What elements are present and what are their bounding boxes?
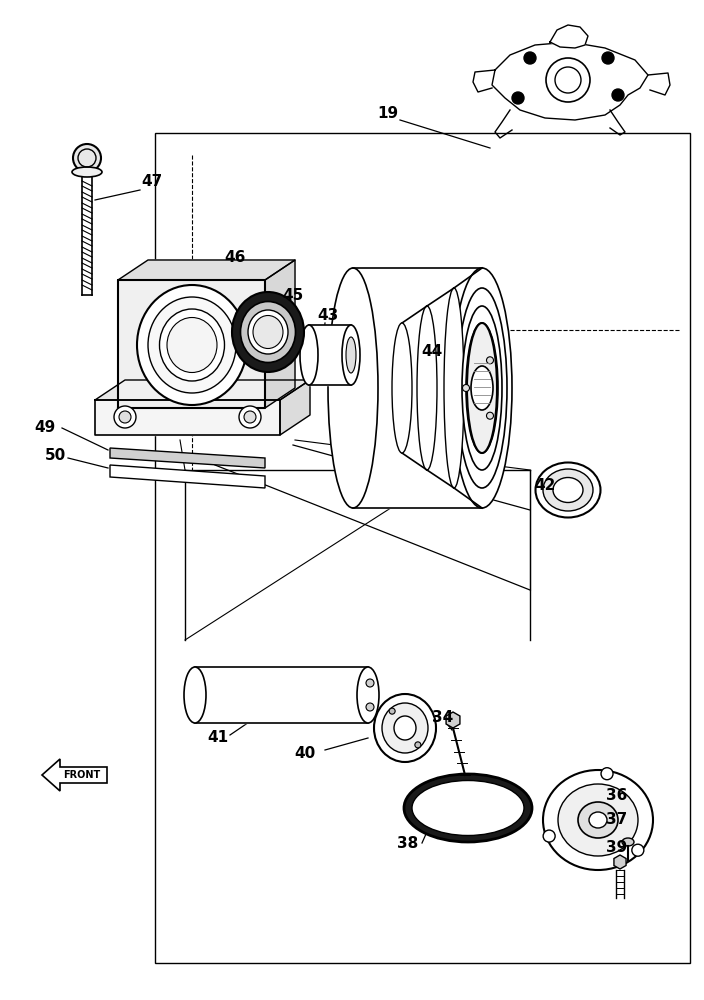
Text: 41: 41: [208, 730, 229, 746]
Circle shape: [244, 411, 256, 423]
Polygon shape: [95, 400, 280, 435]
Ellipse shape: [346, 337, 356, 373]
Circle shape: [366, 679, 374, 687]
Ellipse shape: [471, 366, 493, 410]
Text: 43: 43: [318, 308, 339, 322]
Circle shape: [389, 708, 395, 714]
Ellipse shape: [357, 667, 379, 723]
Polygon shape: [280, 380, 310, 435]
Ellipse shape: [148, 297, 236, 393]
Circle shape: [543, 830, 555, 842]
Ellipse shape: [444, 288, 464, 488]
Ellipse shape: [394, 716, 416, 740]
Circle shape: [555, 67, 581, 93]
Text: 46: 46: [225, 250, 246, 265]
Ellipse shape: [328, 268, 378, 508]
Ellipse shape: [404, 774, 532, 842]
Circle shape: [602, 52, 614, 64]
Polygon shape: [118, 260, 295, 280]
Ellipse shape: [558, 784, 638, 856]
Polygon shape: [42, 759, 107, 791]
Circle shape: [463, 384, 470, 391]
Polygon shape: [95, 380, 310, 400]
Text: 34: 34: [432, 710, 453, 726]
Text: 37: 37: [606, 812, 628, 828]
Ellipse shape: [622, 838, 634, 846]
Ellipse shape: [543, 770, 653, 870]
Polygon shape: [110, 465, 265, 488]
Circle shape: [239, 406, 261, 428]
Text: 45: 45: [282, 288, 303, 302]
Polygon shape: [309, 325, 351, 385]
Ellipse shape: [457, 288, 507, 488]
Ellipse shape: [72, 167, 102, 177]
Ellipse shape: [553, 478, 583, 502]
Circle shape: [415, 742, 421, 748]
Text: 42: 42: [534, 478, 555, 492]
Circle shape: [114, 406, 136, 428]
Polygon shape: [110, 448, 265, 468]
Circle shape: [366, 703, 374, 711]
Ellipse shape: [248, 310, 288, 354]
Circle shape: [601, 768, 613, 780]
Circle shape: [546, 58, 590, 102]
Ellipse shape: [467, 323, 497, 453]
Ellipse shape: [382, 703, 428, 753]
Ellipse shape: [184, 667, 206, 723]
Ellipse shape: [232, 292, 304, 372]
Text: 49: 49: [34, 420, 56, 436]
Text: 44: 44: [422, 344, 443, 360]
Text: FRONT: FRONT: [63, 770, 101, 780]
Ellipse shape: [466, 323, 498, 453]
Circle shape: [524, 52, 536, 64]
Text: 39: 39: [606, 840, 628, 856]
Text: 40: 40: [294, 746, 315, 760]
Bar: [155, 133, 690, 963]
Polygon shape: [195, 667, 368, 723]
Ellipse shape: [578, 802, 618, 838]
Ellipse shape: [137, 285, 247, 405]
Ellipse shape: [392, 323, 412, 453]
Ellipse shape: [167, 318, 217, 372]
Ellipse shape: [412, 780, 524, 836]
Circle shape: [73, 144, 101, 172]
Text: 36: 36: [606, 788, 628, 802]
Ellipse shape: [374, 694, 436, 762]
Ellipse shape: [160, 309, 225, 381]
Ellipse shape: [452, 268, 512, 508]
Ellipse shape: [300, 325, 318, 385]
Circle shape: [512, 92, 524, 104]
Circle shape: [486, 357, 494, 364]
Circle shape: [631, 844, 644, 856]
Ellipse shape: [417, 306, 437, 470]
Text: 47: 47: [142, 174, 163, 190]
Polygon shape: [265, 260, 295, 408]
Text: 50: 50: [44, 448, 65, 462]
Ellipse shape: [589, 812, 607, 828]
Ellipse shape: [543, 469, 593, 511]
Text: 38: 38: [397, 836, 419, 850]
Text: 19: 19: [377, 105, 398, 120]
Polygon shape: [550, 25, 588, 48]
Polygon shape: [492, 42, 648, 120]
Circle shape: [486, 412, 494, 419]
Circle shape: [119, 411, 131, 423]
Ellipse shape: [253, 316, 283, 349]
Circle shape: [612, 89, 624, 101]
Polygon shape: [118, 280, 265, 408]
Ellipse shape: [536, 462, 601, 518]
Ellipse shape: [462, 306, 502, 470]
Ellipse shape: [342, 325, 360, 385]
Polygon shape: [338, 268, 492, 508]
Ellipse shape: [241, 302, 296, 362]
